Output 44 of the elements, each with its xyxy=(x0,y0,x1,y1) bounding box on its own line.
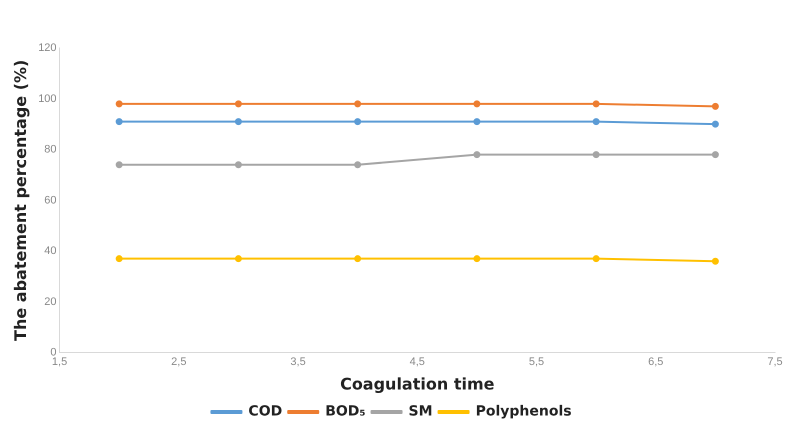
point xyxy=(473,118,480,126)
point xyxy=(712,102,719,110)
legend-label: Polyphenols xyxy=(476,404,572,420)
x-axis-title: Coagulation time xyxy=(340,374,495,394)
point xyxy=(234,161,242,168)
x-tick-label: 5,5 xyxy=(528,356,544,368)
point xyxy=(473,151,480,158)
point xyxy=(712,258,719,265)
legend-label: COD xyxy=(248,404,282,420)
point xyxy=(116,161,123,168)
y-tick-label: 0 xyxy=(50,346,57,359)
x-tick-label: 3,5 xyxy=(290,356,306,368)
x-tick-label: 1,5 xyxy=(52,356,68,368)
point xyxy=(473,255,480,262)
point xyxy=(234,255,242,262)
y-tick-label: 60 xyxy=(44,194,57,206)
point xyxy=(592,255,600,262)
point xyxy=(592,151,600,158)
point xyxy=(592,118,600,126)
point xyxy=(473,100,480,108)
y-tick-label: 120 xyxy=(38,42,57,54)
point xyxy=(234,118,242,126)
y-axis-title: The abatement percentage (%) xyxy=(10,60,30,341)
y-tick-label: 20 xyxy=(44,296,57,308)
x-tick-label: 6,5 xyxy=(648,356,664,368)
point xyxy=(116,255,123,262)
point xyxy=(712,151,719,158)
legend-label: BOD₅ xyxy=(325,404,366,420)
y-tick-label: 40 xyxy=(44,245,57,258)
point xyxy=(354,118,362,126)
point xyxy=(354,100,362,108)
point xyxy=(354,255,362,262)
point xyxy=(354,161,362,168)
legend-label: SM xyxy=(408,404,433,420)
x-tick-label: 2,5 xyxy=(171,356,186,368)
point xyxy=(116,100,123,108)
x-tick-label: 4,5 xyxy=(410,356,425,368)
point xyxy=(712,120,719,128)
y-tick-label: 80 xyxy=(44,144,57,156)
x-tick-label: 7,5 xyxy=(767,356,783,368)
y-tick-label: 100 xyxy=(38,92,57,105)
point xyxy=(116,118,123,126)
point xyxy=(592,100,600,108)
point xyxy=(234,100,242,108)
